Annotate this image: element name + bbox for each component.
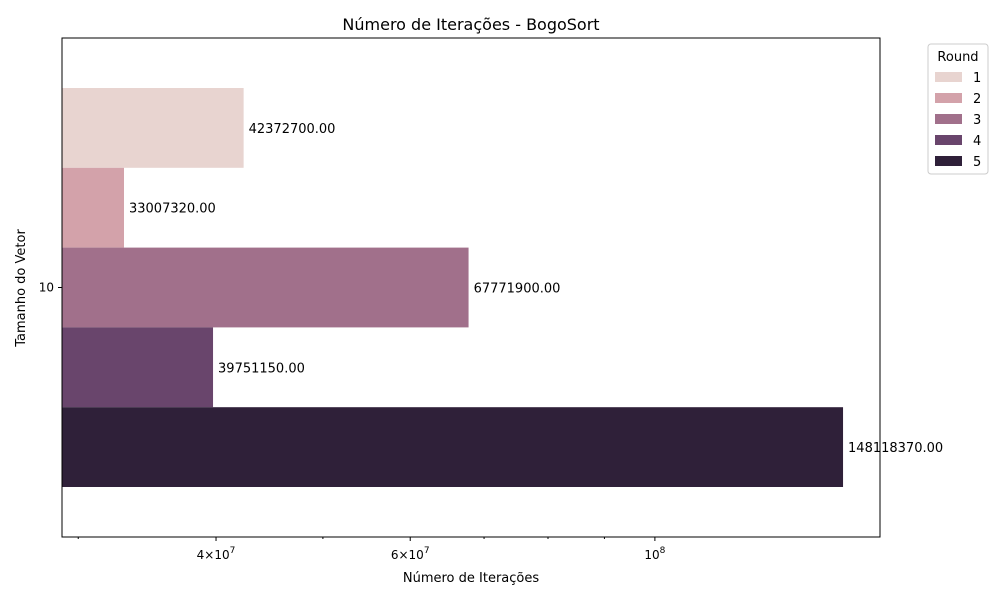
legend-swatch: [935, 93, 962, 103]
bar-value-label: 39751150.00: [218, 361, 305, 376]
legend-item-label: 2: [973, 92, 981, 107]
y-axis-label: Tamanho do Vetor: [14, 229, 29, 348]
legend: Round 1 2 3 4 5: [927, 43, 989, 175]
legend-title: Round: [937, 50, 978, 65]
legend-item-label: 1: [973, 71, 981, 86]
x-tick-label: 6×107: [391, 546, 430, 562]
legend-items: 1 2 3 4 5: [935, 71, 981, 170]
legend-swatch: [935, 156, 962, 166]
legend-swatch: [935, 72, 962, 82]
bar-round-2: [62, 167, 124, 248]
bar-value-label: 33007320.00: [129, 202, 216, 217]
bar-round-4: [62, 327, 214, 408]
legend-swatch: [935, 114, 962, 124]
x-tick-label: 4×107: [197, 546, 236, 562]
legend-item-label: 5: [973, 155, 981, 170]
legend-swatch: [935, 135, 962, 145]
bar-value-label: 42372700.00: [249, 122, 336, 137]
chart-title: Número de Iterações - BogoSort: [342, 15, 599, 34]
bar-value-label: 67771900.00: [474, 282, 561, 297]
x-axis-label: Número de Iterações: [403, 571, 539, 586]
x-axis-ticks: 4×107 6×107 108: [77, 537, 666, 562]
bar-value-label: 148118370.00: [848, 441, 943, 456]
y-tick-label: 10: [39, 281, 54, 295]
y-axis-ticks: 10: [39, 281, 62, 295]
bar-labels-group: 42372700.00 33007320.00 67771900.00 3975115…: [129, 122, 943, 456]
legend-item-label: 4: [973, 134, 981, 149]
x-tick-label: 108: [644, 546, 665, 562]
bar-round-5: [62, 407, 844, 487]
bar-round-1: [62, 88, 244, 168]
bars-group: [62, 88, 844, 487]
bar-round-3: [62, 247, 469, 328]
legend-item-label: 3: [973, 113, 981, 128]
